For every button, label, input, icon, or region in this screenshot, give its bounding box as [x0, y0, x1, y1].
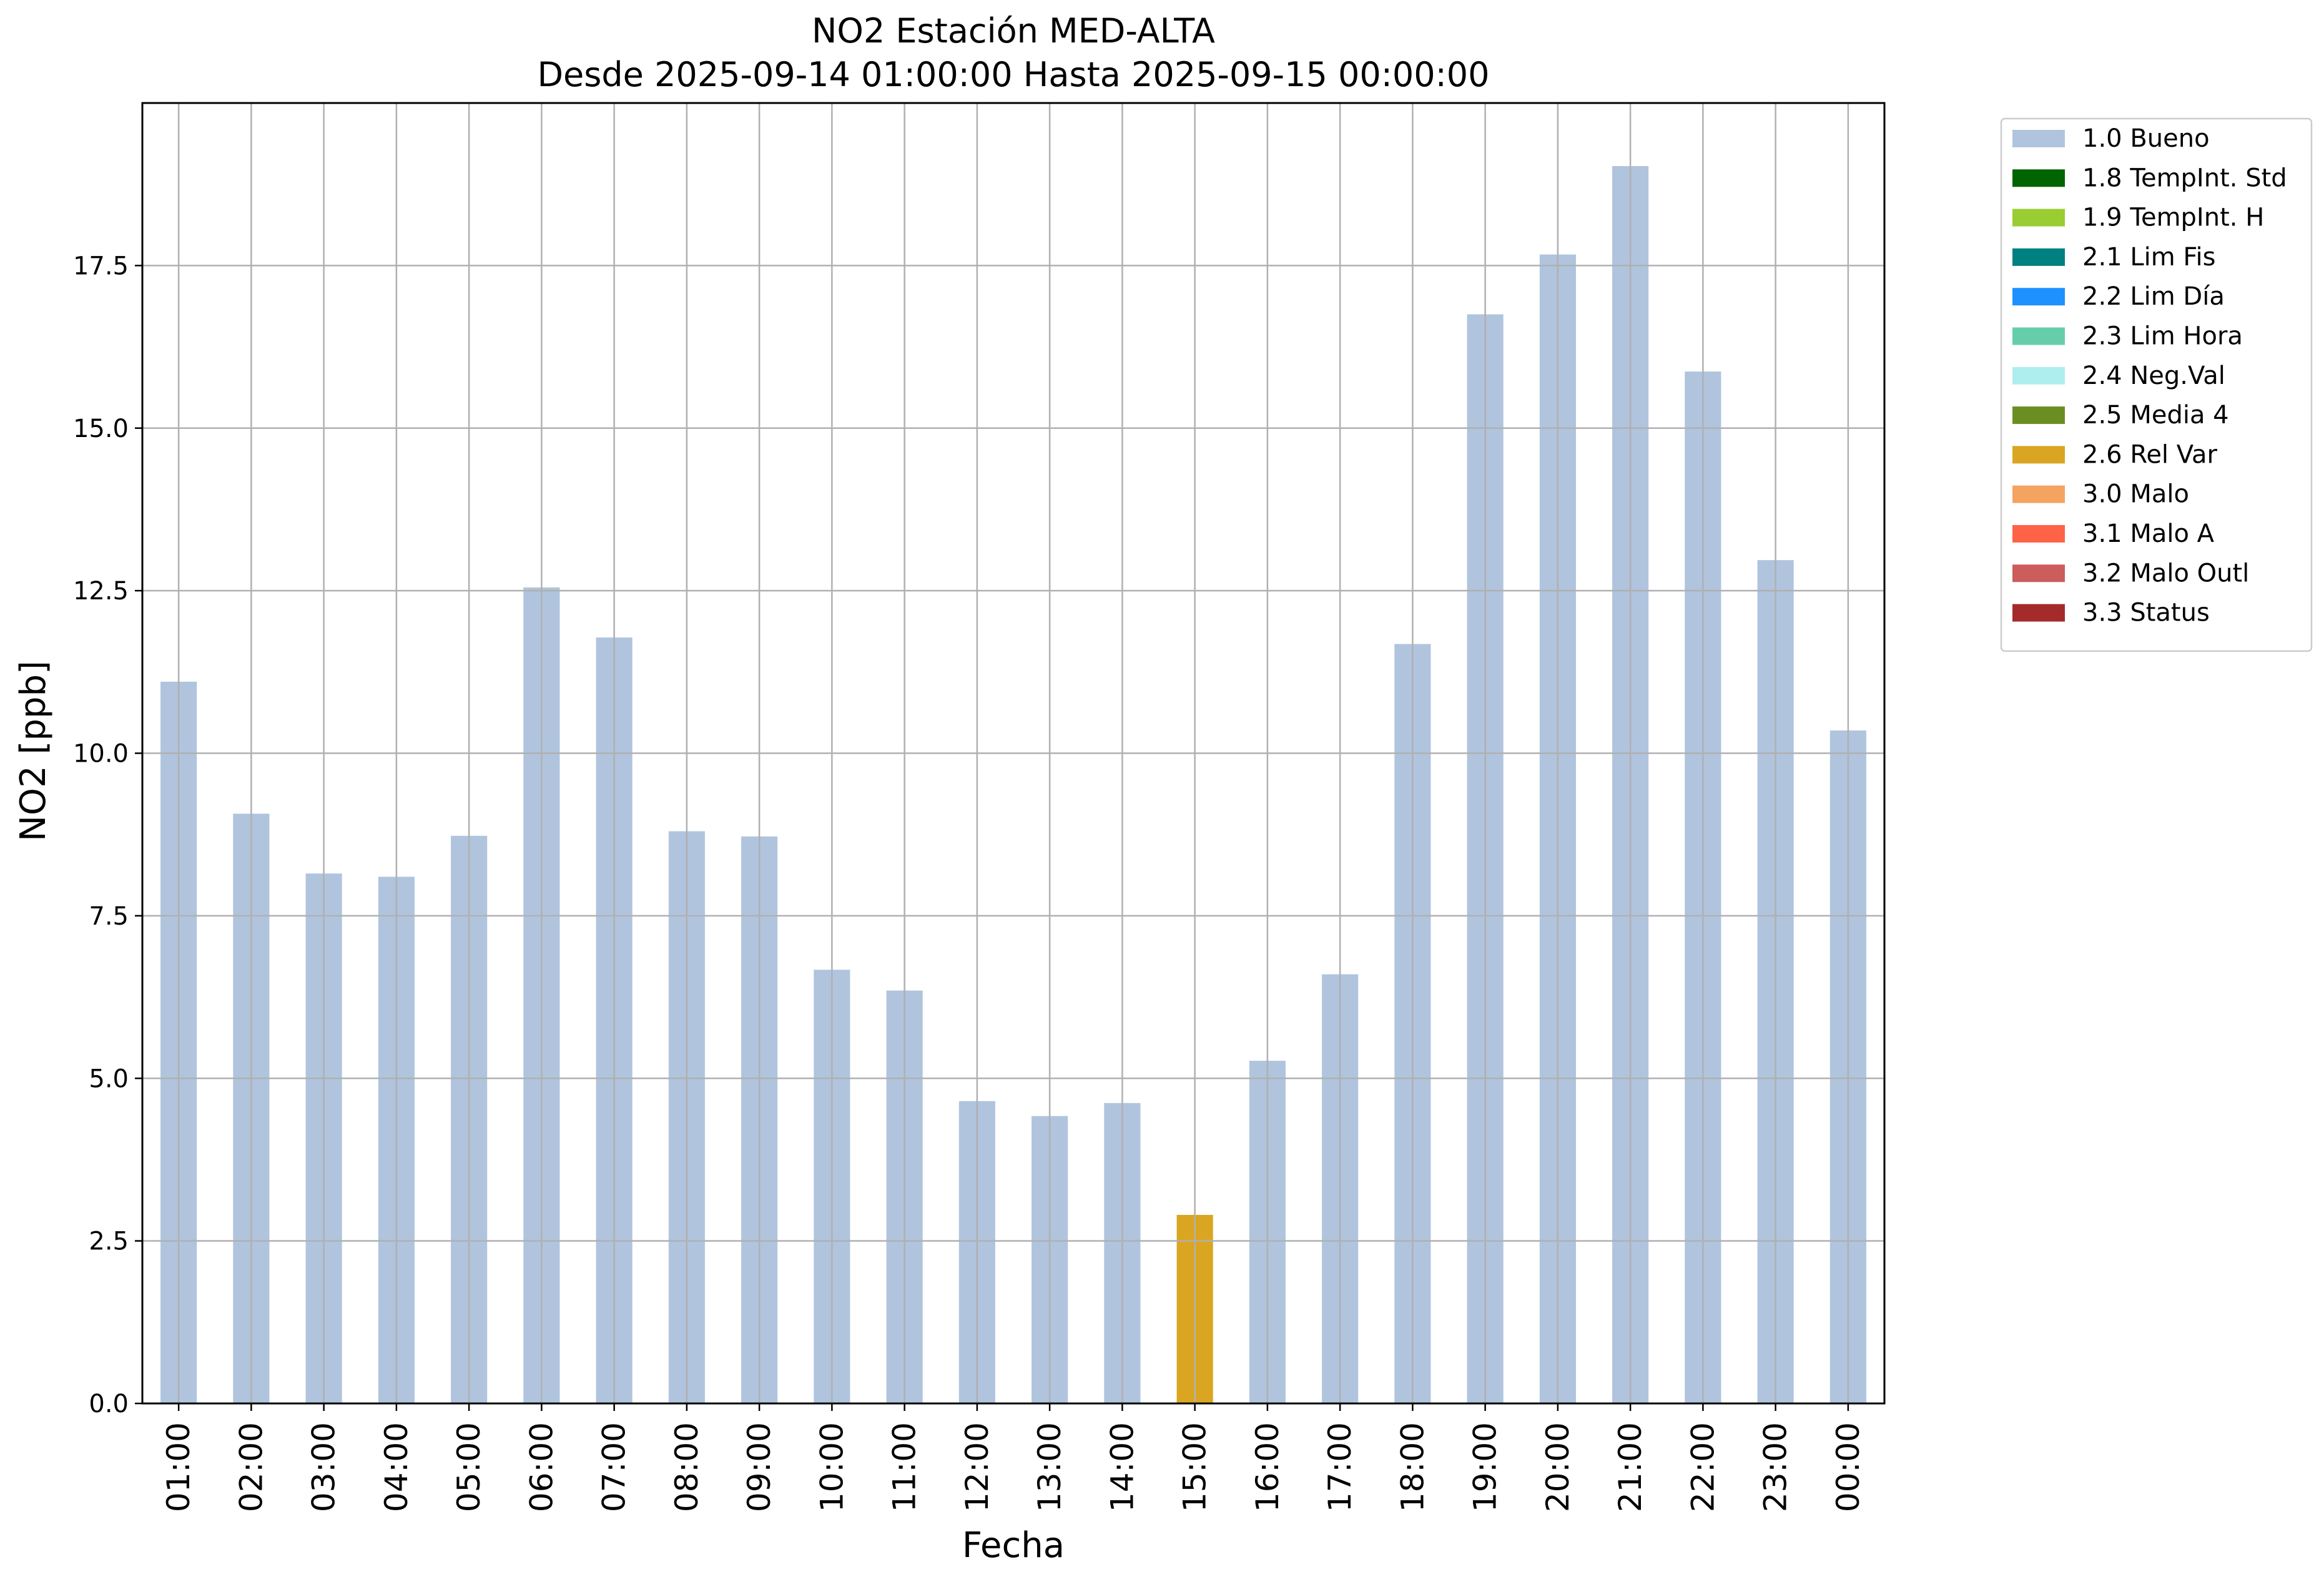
- x-axis-label: Fecha: [962, 1525, 1065, 1566]
- legend: 1.0 Bueno 1.8 TempInt. Std 1.9 TempInt. H 2…: [2000, 117, 2313, 652]
- legend-swatch: [2012, 327, 2065, 345]
- x-tick-label: 05:00: [451, 1422, 487, 1512]
- grid-lines: [142, 103, 1884, 1403]
- legend-label: 1.8 TempInt. Std: [2082, 164, 2287, 192]
- legend-swatch: [2012, 366, 2065, 385]
- legend-label: 2.6 Rel Var: [2082, 440, 2218, 469]
- x-tick-label: 12:00: [959, 1422, 995, 1512]
- legend-label: 2.2 Lim Día: [2082, 282, 2225, 311]
- y-tick-label: 10.0: [73, 740, 129, 769]
- legend-swatch: [2012, 169, 2065, 187]
- y-tick-label: 0.0: [89, 1390, 129, 1418]
- x-tick-label: 03:00: [306, 1422, 342, 1512]
- x-tick-label: 22:00: [1685, 1422, 1721, 1512]
- x-tick-label: 21:00: [1612, 1422, 1648, 1512]
- legend-swatch: [2012, 288, 2065, 306]
- y-tick-label: 7.5: [89, 902, 129, 931]
- x-tick-label: 20:00: [1540, 1422, 1576, 1512]
- legend-swatch: [2012, 209, 2065, 227]
- x-tick-label: 10:00: [814, 1422, 850, 1512]
- x-tick-label: 16:00: [1249, 1422, 1286, 1512]
- x-axis: 01:00 02:00 03:00 04:00 05:00 06:00 07:00 08:00…: [160, 1403, 1866, 1512]
- chart-title: NO2 Estación MED-ALTA: [812, 11, 1215, 51]
- x-tick-label: 04:00: [378, 1422, 415, 1512]
- bars: [160, 166, 1866, 1404]
- x-tick-label: 02:00: [233, 1422, 269, 1512]
- x-tick-label: 09:00: [741, 1422, 777, 1512]
- legend-label: 2.1 Lim Fis: [2082, 243, 2215, 272]
- legend-swatch: [2012, 446, 2065, 464]
- x-tick-label: 08:00: [669, 1422, 705, 1512]
- legend-swatch: [2012, 525, 2065, 543]
- x-tick-label: 00:00: [1830, 1422, 1866, 1512]
- legend-swatch: [2012, 406, 2065, 425]
- y-tick-label: 17.5: [73, 252, 129, 280]
- legend-label: 3.1 Malo A: [2082, 519, 2215, 548]
- x-tick-label: 01:00: [160, 1422, 197, 1512]
- y-tick-label: 2.5: [89, 1227, 129, 1256]
- x-tick-label: 06:00: [523, 1422, 559, 1512]
- x-tick-label: 18:00: [1394, 1422, 1430, 1512]
- y-tick-label: 15.0: [73, 415, 129, 443]
- legend-swatch: [2012, 564, 2065, 582]
- legend-swatch: [2012, 248, 2065, 266]
- y-tick-label: 12.5: [73, 577, 129, 606]
- legend-label: 1.9 TempInt. H: [2082, 204, 2264, 232]
- x-tick-label: 07:00: [596, 1422, 633, 1512]
- x-tick-label: 17:00: [1322, 1422, 1358, 1512]
- x-tick-label: 11:00: [887, 1422, 923, 1512]
- x-tick-label: 13:00: [1032, 1422, 1068, 1512]
- y-axis-label: NO2 [ppb]: [13, 661, 54, 842]
- y-axis: 0.0 2.5 5.0 7.5 10.0 12.5 15.0 17.5: [73, 252, 142, 1418]
- y-tick-label: 5.0: [89, 1064, 129, 1093]
- legend-label: 3.3 Status: [2082, 599, 2210, 627]
- legend-frame: [2000, 117, 2313, 652]
- legend-swatch: [2012, 604, 2065, 622]
- chart-subtitle: Desde 2025-09-14 01:00:00 Hasta 2025-09-…: [537, 55, 1489, 94]
- legend-label: 3.2 Malo Outl: [2082, 559, 2249, 587]
- legend-label: 2.4 Neg.Val: [2082, 361, 2225, 390]
- x-tick-label: 19:00: [1467, 1422, 1504, 1512]
- x-tick-label: 15:00: [1177, 1422, 1213, 1512]
- x-tick-label: 23:00: [1758, 1422, 1794, 1512]
- legend-swatch: [2012, 130, 2065, 147]
- legend-label: 3.0 Malo: [2082, 480, 2189, 509]
- legend-swatch: [2012, 485, 2065, 503]
- legend-label: 2.5 Media 4: [2082, 401, 2229, 430]
- x-tick-label: 14:00: [1104, 1422, 1140, 1512]
- legend-label: 1.0 Bueno: [2082, 124, 2210, 153]
- legend-label: 2.3 Lim Hora: [2082, 322, 2243, 351]
